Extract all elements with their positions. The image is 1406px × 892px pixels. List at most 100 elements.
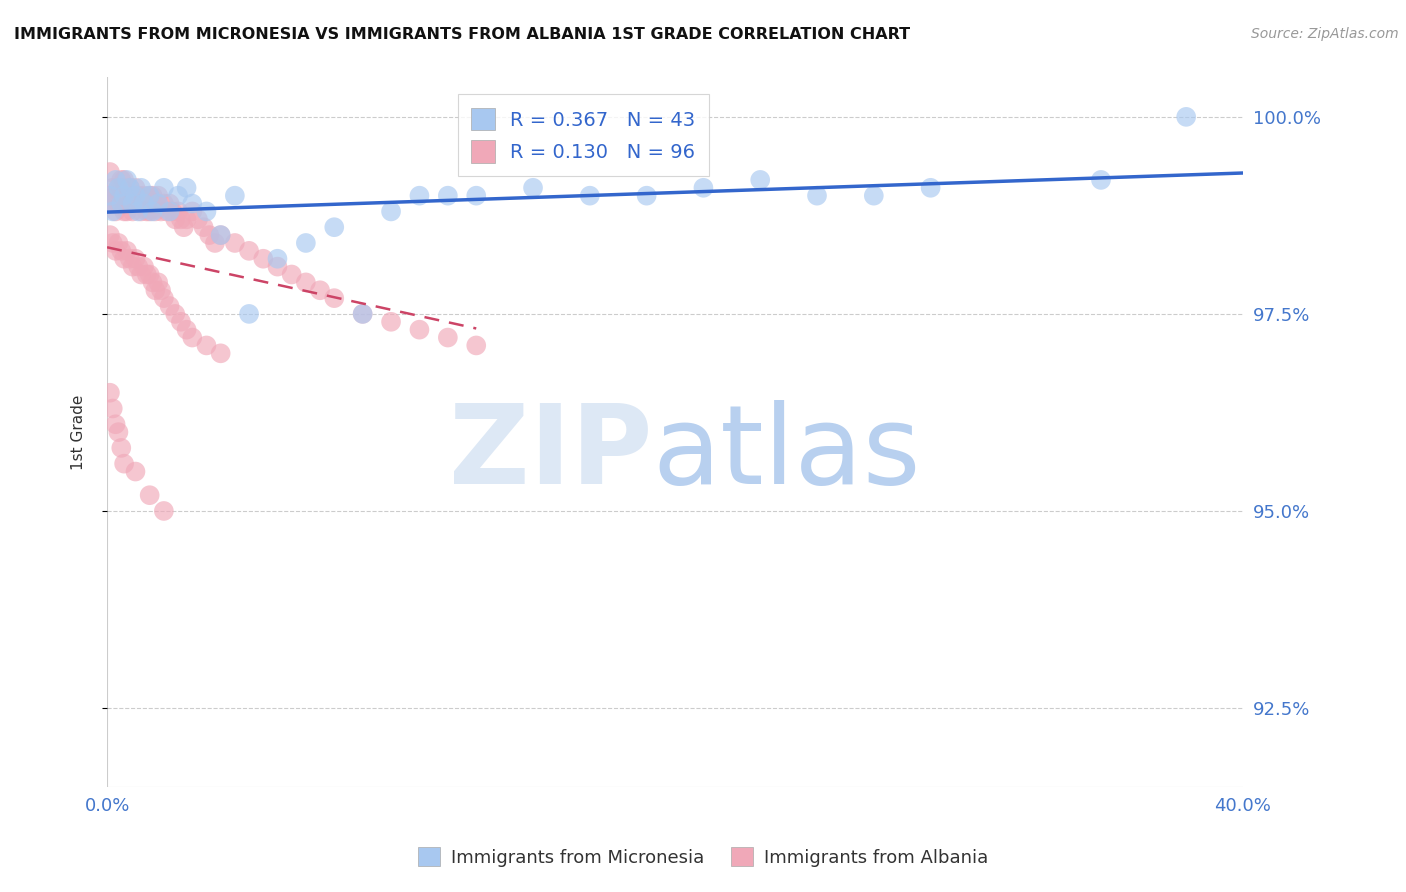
Point: [692, 181, 714, 195]
Point: [181, 330, 204, 344]
Point: [465, 188, 488, 202]
Legend: Immigrants from Micronesia, Immigrants from Albania: Immigrants from Micronesia, Immigrants f…: [411, 840, 995, 874]
Point: [380, 204, 402, 219]
Point: [107, 425, 129, 439]
Point: [129, 204, 152, 219]
Point: [121, 260, 143, 274]
Point: [135, 268, 157, 282]
Point: [159, 204, 181, 219]
Point: [141, 276, 163, 290]
Point: [198, 228, 221, 243]
Text: IMMIGRANTS FROM MICRONESIA VS IMMIGRANTS FROM ALBANIA 1ST GRADE CORRELATION CHAR: IMMIGRANTS FROM MICRONESIA VS IMMIGRANTS…: [14, 27, 910, 42]
Point: [749, 173, 772, 187]
Point: [121, 196, 143, 211]
Text: atlas: atlas: [652, 400, 921, 507]
Point: [121, 204, 143, 219]
Point: [167, 204, 190, 219]
Point: [170, 315, 193, 329]
Point: [112, 188, 135, 202]
Point: [522, 181, 544, 195]
Point: [141, 204, 163, 219]
Point: [176, 323, 198, 337]
Point: [127, 260, 149, 274]
Point: [138, 188, 160, 202]
Point: [181, 196, 204, 211]
Point: [124, 181, 146, 195]
Point: [209, 228, 232, 243]
Point: [148, 196, 170, 211]
Point: [118, 181, 141, 195]
Point: [110, 181, 132, 195]
Point: [110, 196, 132, 211]
Point: [323, 291, 346, 305]
Point: [129, 268, 152, 282]
Point: [110, 244, 132, 258]
Point: [266, 260, 288, 274]
Point: [101, 401, 124, 416]
Point: [153, 504, 176, 518]
Point: [165, 307, 187, 321]
Point: [118, 252, 141, 266]
Point: [124, 252, 146, 266]
Point: [209, 228, 232, 243]
Point: [118, 181, 141, 195]
Point: [112, 252, 135, 266]
Point: [115, 244, 138, 258]
Point: [107, 181, 129, 195]
Point: [141, 188, 163, 202]
Point: [138, 488, 160, 502]
Point: [98, 165, 121, 179]
Point: [107, 181, 129, 195]
Point: [280, 268, 302, 282]
Point: [806, 188, 828, 202]
Point: [238, 244, 260, 258]
Point: [101, 204, 124, 219]
Point: [266, 252, 288, 266]
Point: [115, 204, 138, 219]
Point: [176, 212, 198, 227]
Point: [115, 173, 138, 187]
Point: [132, 188, 155, 202]
Point: [295, 235, 318, 250]
Point: [143, 283, 166, 297]
Point: [224, 188, 246, 202]
Point: [209, 346, 232, 360]
Point: [195, 338, 218, 352]
Point: [138, 268, 160, 282]
Point: [252, 252, 274, 266]
Point: [408, 323, 430, 337]
Point: [107, 196, 129, 211]
Point: [352, 307, 374, 321]
Point: [98, 188, 121, 202]
Point: [170, 212, 193, 227]
Point: [110, 173, 132, 187]
Point: [165, 212, 187, 227]
Point: [112, 204, 135, 219]
Point: [465, 338, 488, 352]
Point: [110, 441, 132, 455]
Point: [124, 465, 146, 479]
Point: [579, 188, 602, 202]
Point: [173, 220, 195, 235]
Point: [98, 385, 121, 400]
Point: [295, 276, 318, 290]
Point: [121, 188, 143, 202]
Point: [181, 204, 204, 219]
Point: [148, 188, 170, 202]
Point: [148, 276, 170, 290]
Point: [187, 212, 209, 227]
Point: [176, 181, 198, 195]
Text: ZIP: ZIP: [449, 400, 652, 507]
Point: [380, 315, 402, 329]
Point: [862, 188, 884, 202]
Point: [118, 196, 141, 211]
Point: [101, 181, 124, 195]
Point: [636, 188, 658, 202]
Point: [129, 181, 152, 195]
Point: [162, 204, 184, 219]
Point: [124, 196, 146, 211]
Point: [104, 173, 127, 187]
Point: [98, 188, 121, 202]
Point: [98, 228, 121, 243]
Point: [204, 235, 226, 250]
